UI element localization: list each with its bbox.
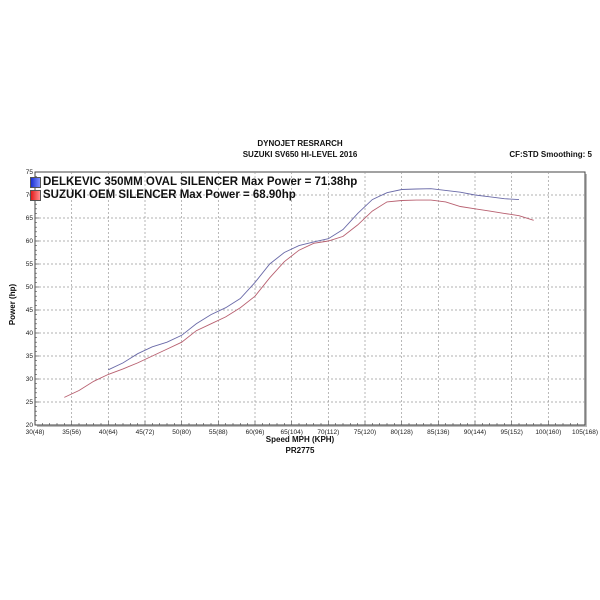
y-tick-label: 70	[26, 192, 34, 199]
legend-item-oem: SUZUKI OEM SILENCER Max Power = 68.90hp	[30, 189, 296, 201]
x-tick-label: 60(96)	[246, 429, 265, 436]
x-tick-label: 40(64)	[99, 429, 118, 436]
y-tick-label: 60	[26, 238, 34, 245]
legend-swatch-red	[30, 189, 41, 201]
legend-label: DELKEVIC 350MM OVAL SILENCER Max Power =…	[43, 176, 358, 188]
y-tick-label: 50	[26, 284, 34, 291]
plot-frame	[34, 171, 586, 426]
series-line-1	[64, 199, 534, 398]
y-tick-label: 75	[26, 169, 34, 176]
y-tick-label: 20	[26, 422, 34, 429]
legend-swatch-blue	[30, 176, 41, 188]
y-tick-label: 30	[26, 376, 34, 383]
x-axis-label: Speed MPH (KPH)	[265, 435, 335, 444]
y-axis-label: Power (hp)	[8, 283, 18, 326]
y-tick-label: 65	[26, 215, 34, 222]
x-tick-label: 100(160)	[535, 429, 561, 436]
y-tick-label: 55	[26, 261, 34, 268]
series-line-0	[108, 188, 520, 371]
y-tick-label: 45	[26, 307, 34, 314]
chart-title: DYNOJET RESRARCH	[257, 139, 343, 148]
legend-item-delkevic: DELKEVIC 350MM OVAL SILENCER Max Power =…	[30, 176, 357, 188]
y-tick-label: 25	[26, 399, 34, 406]
y-tick-label: 35	[26, 353, 34, 360]
x-tick-label: 45(72)	[136, 429, 155, 436]
x-tick-label: 90(144)	[464, 429, 486, 436]
x-tick-label: 50(80)	[172, 429, 191, 436]
x-tick-label: 55(88)	[209, 429, 228, 436]
x-tick-label: 65(104)	[280, 429, 302, 436]
x-tick-label: 35(56)	[62, 429, 81, 436]
y-tick-label: 40	[26, 330, 34, 337]
x-tick-label: 75(120)	[354, 429, 376, 436]
x-tick-label: 85(136)	[427, 429, 449, 436]
x-tick-label: 80(128)	[390, 429, 412, 436]
run-id-label: PR2775	[285, 446, 315, 455]
correction-smoothing-label: CF:STD Smoothing: 5	[509, 150, 592, 159]
x-tick-label: 105(168)	[572, 429, 598, 436]
x-tick-label: 30(48)	[26, 429, 45, 436]
chart-subtitle: SUZUKI SV650 HI-LEVEL 2016	[242, 150, 358, 159]
x-tick-label: 95(152)	[500, 429, 522, 436]
legend-label: SUZUKI OEM SILENCER Max Power = 68.90hp	[43, 189, 296, 201]
x-tick-label: 70(112)	[317, 429, 339, 436]
